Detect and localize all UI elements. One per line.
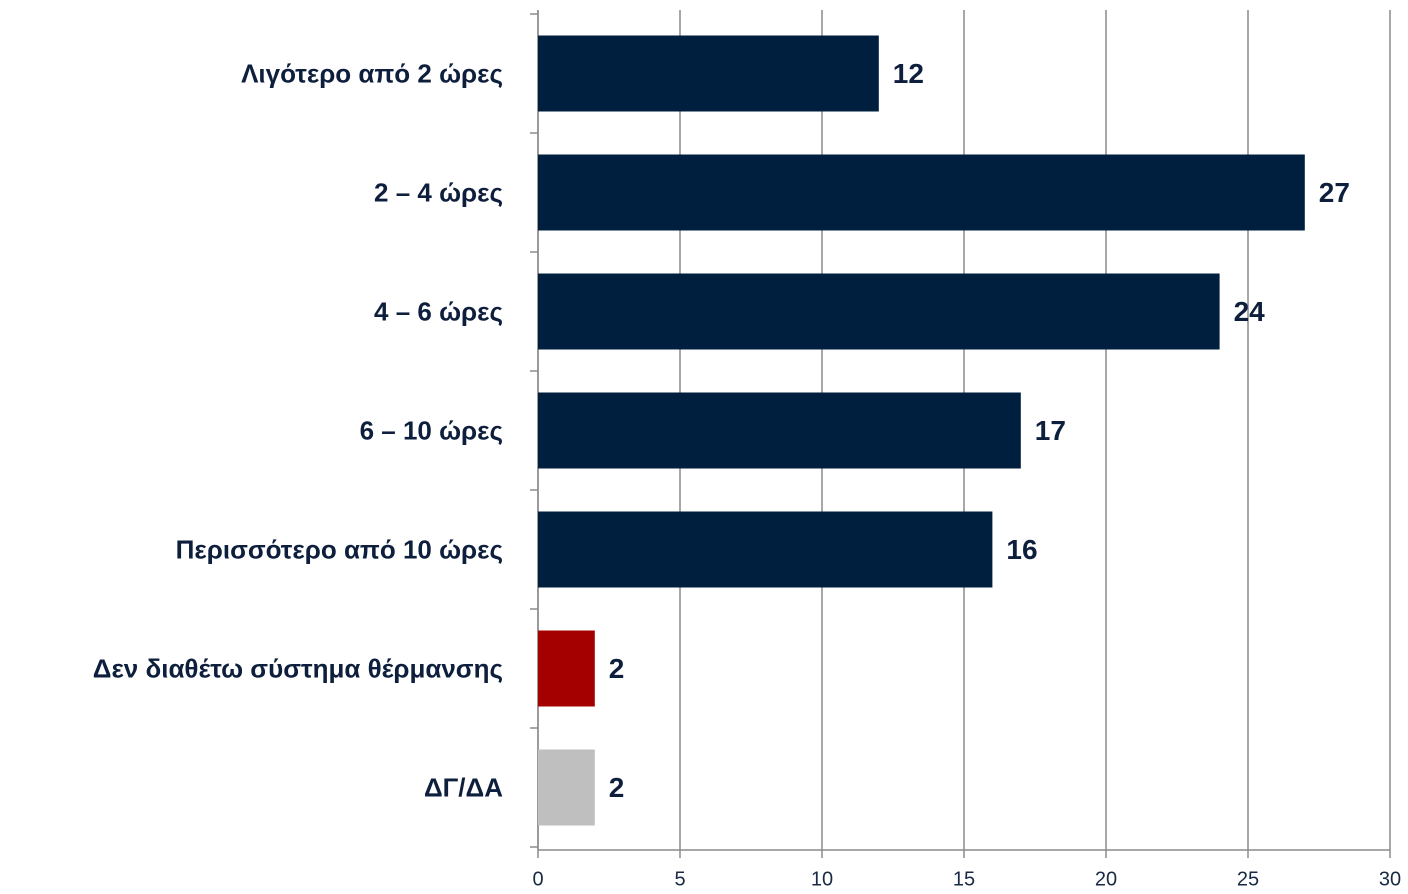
data-label: 16 [1006, 534, 1037, 565]
x-tick-label: 0 [532, 868, 543, 890]
bar [538, 749, 595, 826]
data-label: 2 [609, 772, 625, 803]
bar [538, 273, 1220, 350]
bar [538, 154, 1305, 231]
x-tick-label: 10 [811, 868, 833, 890]
data-label: 24 [1234, 296, 1266, 327]
data-label: 27 [1319, 177, 1350, 208]
category-label: Δεν διαθέτω σύστημα θέρμανσης [93, 653, 503, 683]
data-label: 2 [609, 653, 625, 684]
bar [538, 511, 993, 588]
x-tick-label: 15 [953, 868, 975, 890]
x-tick-label: 30 [1379, 868, 1401, 890]
x-tick-label: 5 [674, 868, 685, 890]
x-tick-label: 20 [1095, 868, 1117, 890]
category-label: 4 – 6 ώρες [374, 296, 503, 326]
category-label: ΔΓ/ΔΑ [424, 772, 503, 802]
category-label: Περισσότερο από 10 ώρες [176, 534, 503, 564]
data-label: 12 [893, 58, 924, 89]
category-label: 2 – 4 ώρες [374, 177, 503, 207]
data-label: 17 [1035, 415, 1066, 446]
category-label: 6 – 10 ώρες [360, 415, 503, 445]
category-label: Λιγότερο από 2 ώρες [241, 58, 503, 88]
x-tick-label: 25 [1237, 868, 1259, 890]
bar [538, 630, 595, 707]
bar [538, 35, 879, 112]
bar [538, 392, 1021, 469]
